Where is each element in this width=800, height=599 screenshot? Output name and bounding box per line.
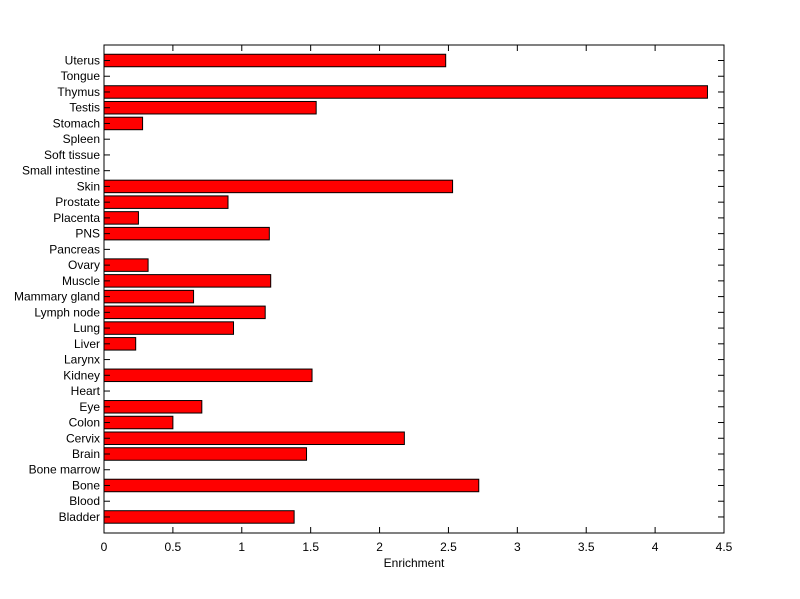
category-label-brain: Brain: [72, 447, 100, 461]
category-label-thymus: Thymus: [57, 85, 100, 99]
x-tick-labels-group: 0 0.5 1 1.5 2 2.5 3 3.5 4 4.5: [101, 540, 733, 554]
bar-eye: [103, 400, 203, 414]
category-label-prostate: Prostate: [55, 195, 100, 209]
bar-lymph-node: [103, 305, 266, 320]
category-label-stomach: Stomach: [53, 116, 100, 130]
category-label-lung: Lung: [73, 321, 100, 335]
bar-lung: [103, 321, 235, 335]
x-tick-label-3: 1.5: [302, 540, 319, 554]
category-label-liver: Liver: [74, 337, 100, 351]
bar-colon: [103, 415, 174, 430]
category-label-colon: Colon: [69, 416, 100, 430]
bar-testis: [103, 100, 317, 115]
x-axis-label: Enrichment: [384, 556, 445, 570]
category-label-placenta: Placenta: [53, 211, 100, 225]
bar-uterus: [103, 53, 447, 68]
plot-area-frame: [103, 44, 725, 534]
bar-ovary: [103, 258, 149, 272]
category-label-lymph-node: Lymph node: [34, 305, 100, 319]
category-label-mammary-gland: Mammary gland: [14, 290, 100, 304]
category-label-bone-marrow: Bone marrow: [29, 463, 101, 477]
x-tick-label-5: 2.5: [440, 540, 457, 554]
bar-prostate: [103, 195, 229, 209]
bar-thymus: [103, 85, 708, 99]
bar-brain: [103, 447, 308, 461]
category-label-pancreas: Pancreas: [49, 242, 100, 256]
x-tick-label-9: 4.5: [716, 540, 733, 554]
category-label-uterus: Uterus: [65, 54, 100, 68]
category-label-pns: PNS: [75, 227, 100, 241]
category-label-tongue: Tongue: [61, 69, 101, 83]
category-label-testis: Testis: [69, 101, 100, 115]
x-tick-label-2: 1: [238, 540, 245, 554]
x-tick-label-6: 3: [514, 540, 521, 554]
bar-mammary-gland: [103, 289, 195, 304]
ticks-group: [103, 45, 725, 533]
bar-cervix: [103, 431, 405, 446]
category-label-larynx: Larynx: [64, 353, 100, 367]
bar-bone: [103, 478, 480, 493]
bar-pns: [103, 226, 270, 241]
category-label-muscle: Muscle: [62, 274, 100, 288]
category-label-ovary: Ovary: [68, 258, 100, 272]
category-label-bladder: Bladder: [59, 510, 100, 524]
category-label-blood: Blood: [69, 494, 100, 508]
bar-skin: [103, 179, 454, 194]
category-label-skin: Skin: [77, 179, 100, 193]
category-label-cervix: Cervix: [66, 431, 100, 445]
bars-group: [103, 53, 708, 524]
category-label-small-intestine: Small intestine: [22, 164, 100, 178]
x-tick-label-1: 0.5: [165, 540, 182, 554]
x-tick-label-8: 4: [652, 540, 659, 554]
category-label-heart: Heart: [71, 384, 101, 398]
bar-bladder: [103, 510, 295, 524]
bar-muscle: [103, 274, 272, 288]
category-label-bone: Bone: [72, 478, 100, 492]
x-tick-label-4: 2: [376, 540, 383, 554]
bar-kidney: [103, 368, 313, 383]
category-label-kidney: Kidney: [63, 368, 100, 382]
category-label-soft-tissue: Soft tissue: [44, 148, 100, 162]
x-tick-label-0: 0: [101, 540, 108, 554]
category-label-spleen: Spleen: [63, 132, 100, 146]
category-label-eye: Eye: [79, 400, 100, 414]
x-tick-label-7: 3.5: [578, 540, 595, 554]
